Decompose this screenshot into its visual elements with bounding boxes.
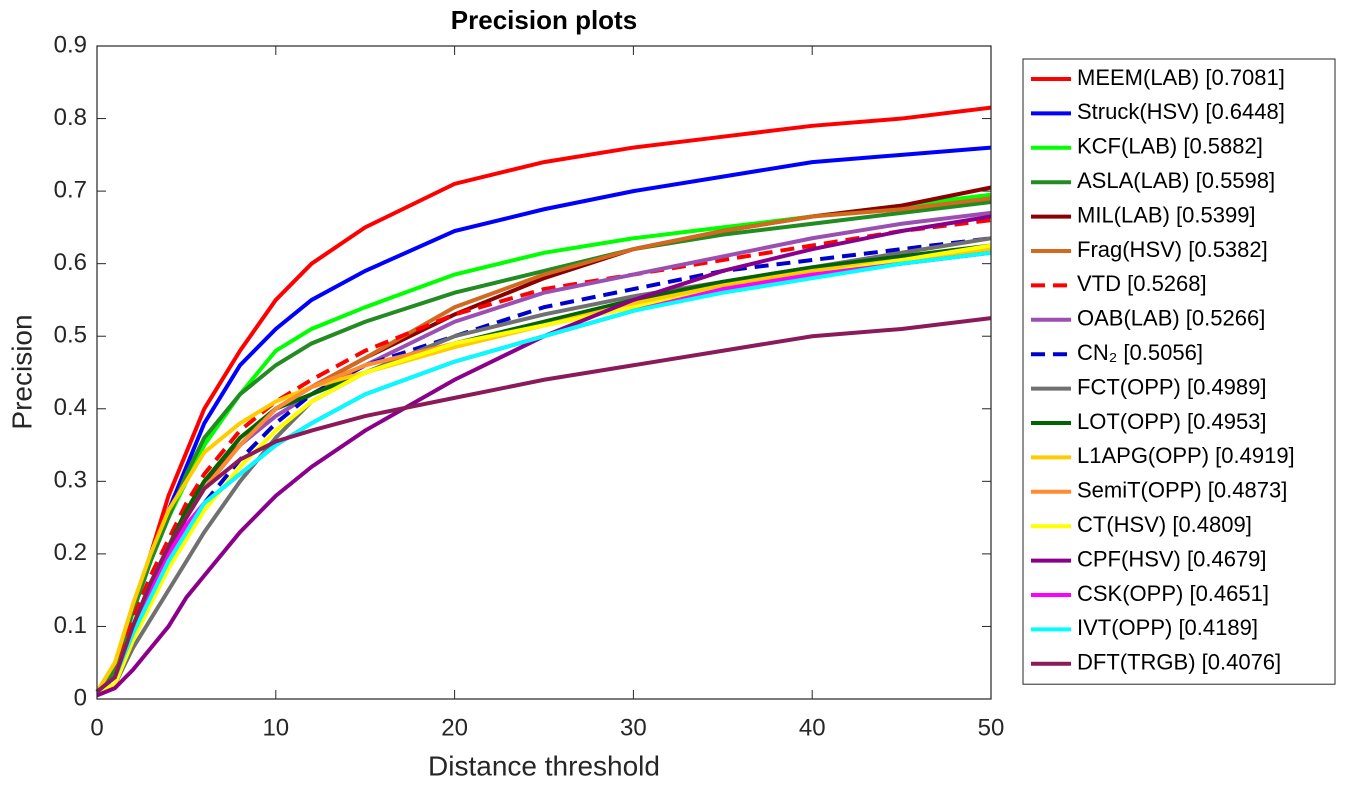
y-axis-label: Precision: [6, 314, 37, 429]
x-tick-label: 0: [90, 714, 103, 741]
series-line: [95, 200, 992, 694]
y-tick-label: 0.5: [54, 322, 87, 349]
series-line: [95, 250, 992, 694]
legend-label: MEEM(LAB) [0.7081]: [1077, 65, 1285, 90]
x-tick-label: 10: [262, 714, 289, 741]
legend-label: ASLA(LAB) [0.5598]: [1077, 168, 1275, 193]
legend-label: CN₂ [0.5056]: [1077, 340, 1203, 365]
series-line: [95, 247, 992, 693]
y-tick-label: 0.3: [54, 467, 87, 494]
plot-frame: [96, 45, 992, 700]
legend-label: CT(HSV) [0.4809]: [1077, 512, 1252, 537]
legend-label: VTD [0.5268]: [1077, 271, 1207, 296]
x-tick-label: 50: [978, 714, 1005, 741]
legend-label: IVT(OPP) [0.4189]: [1077, 615, 1258, 640]
y-tick-label: 0.9: [54, 31, 87, 58]
y-tick-label: 0.8: [54, 104, 87, 131]
series-line: [95, 250, 992, 694]
legend-label: OAB(LAB) [0.5266]: [1077, 306, 1265, 331]
chart-title: Precision plots: [451, 5, 637, 35]
series-line: [95, 250, 992, 694]
y-tick-label: 0: [74, 684, 87, 711]
legend-label: Frag(HSV) [0.5382]: [1077, 237, 1268, 262]
x-tick-label: 30: [620, 714, 647, 741]
legend-label: FCT(OPP) [0.4989]: [1077, 374, 1267, 399]
series-line: [96, 214, 992, 698]
legend-label: DFT(TRGB) [0.4076]: [1077, 650, 1281, 675]
legend-label: MIL(LAB) [0.5399]: [1077, 202, 1256, 227]
legend-label: CPF(HSV) [0.4679]: [1077, 546, 1267, 571]
legend-label: LOT(OPP) [0.4953]: [1077, 409, 1267, 434]
x-axis-label: Distance threshold: [428, 750, 660, 781]
x-tick-label: 40: [799, 714, 826, 741]
legend-box: [1022, 58, 1336, 685]
y-tick-label: 0.6: [54, 249, 87, 276]
y-tick-label: 0.1: [54, 612, 87, 639]
y-tick-label: 0.4: [54, 394, 87, 421]
legend-label: Struck(HSV) [0.6448]: [1077, 99, 1285, 124]
series-line: [95, 105, 992, 694]
y-tick-label: 0.7: [54, 176, 87, 203]
legend-label: KCF(LAB) [0.5882]: [1077, 134, 1263, 159]
x-tick-label: 20: [441, 714, 468, 741]
series-line: [95, 316, 992, 694]
legend-label: SemiT(OPP) [0.4873]: [1077, 478, 1287, 503]
y-tick-label: 0.2: [54, 539, 87, 566]
series-line: [95, 218, 992, 694]
legend: MEEM(LAB) [0.7081] Struck(HSV) [0.6448] KC…: [1022, 58, 1336, 685]
legend-label: CSK(OPP) [0.4651]: [1077, 581, 1269, 606]
legend-label: L1APG(OPP) [0.4919]: [1077, 443, 1295, 468]
